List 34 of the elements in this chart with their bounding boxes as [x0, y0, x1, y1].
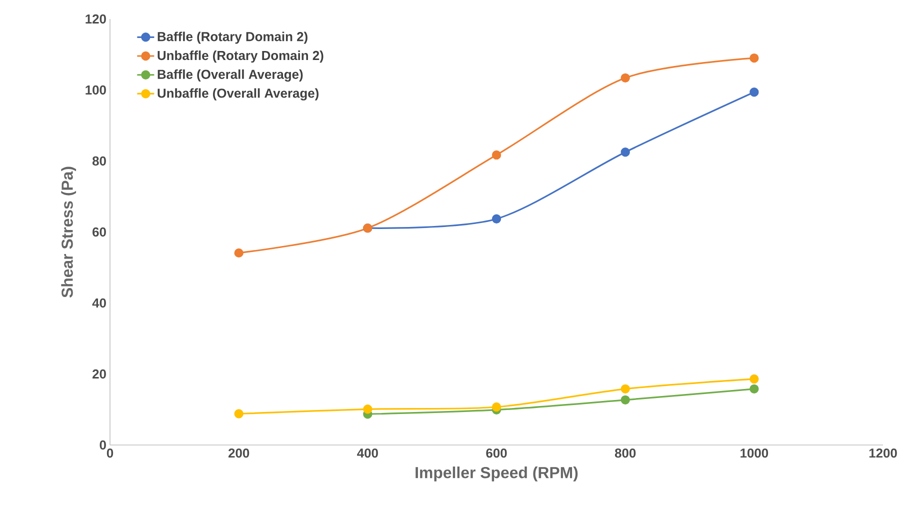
- point: [620, 148, 630, 157]
- y-tick-label: 80: [92, 156, 106, 166]
- x-tick-label: 0: [106, 448, 114, 458]
- y-axis-title: Shear Stress (Pa): [61, 166, 76, 298]
- point: [620, 395, 630, 404]
- y-tick-label: 60: [92, 227, 106, 237]
- point: [492, 402, 502, 412]
- point: [750, 88, 759, 97]
- legend-label: Unbaffle (Overall Average): [158, 88, 319, 100]
- x-axis-title: Impeller Speed (RPM): [416, 466, 578, 482]
- y-tick-label: 0: [100, 440, 106, 450]
- point: [234, 248, 244, 258]
- point: [750, 384, 759, 394]
- x-tick-label: 800: [614, 448, 636, 458]
- x-tick-label: 1200: [869, 448, 897, 458]
- legend-label: Baffle (Rotary Domain 2): [158, 32, 308, 44]
- point: [750, 53, 759, 63]
- x-tick-label: 200: [228, 448, 250, 458]
- x-tick-label: 600: [486, 448, 507, 458]
- point: [620, 384, 630, 394]
- point: [363, 404, 372, 414]
- x-tick-label: 400: [357, 448, 378, 458]
- y-tick-label: 100: [86, 85, 106, 95]
- legend-label: Unbaffle (Rotary Domain 2): [158, 50, 324, 63]
- point: [750, 374, 759, 384]
- point: [620, 73, 630, 83]
- y-tick-label: 120: [86, 14, 106, 24]
- legend-label: Baffle (Overall Average): [158, 69, 303, 82]
- y-tick-label: 40: [92, 298, 106, 308]
- point: [234, 409, 244, 418]
- y-tick-label: 20: [92, 369, 106, 379]
- point: [492, 214, 502, 224]
- point: [492, 150, 502, 160]
- x-tick-label: 1000: [740, 448, 768, 458]
